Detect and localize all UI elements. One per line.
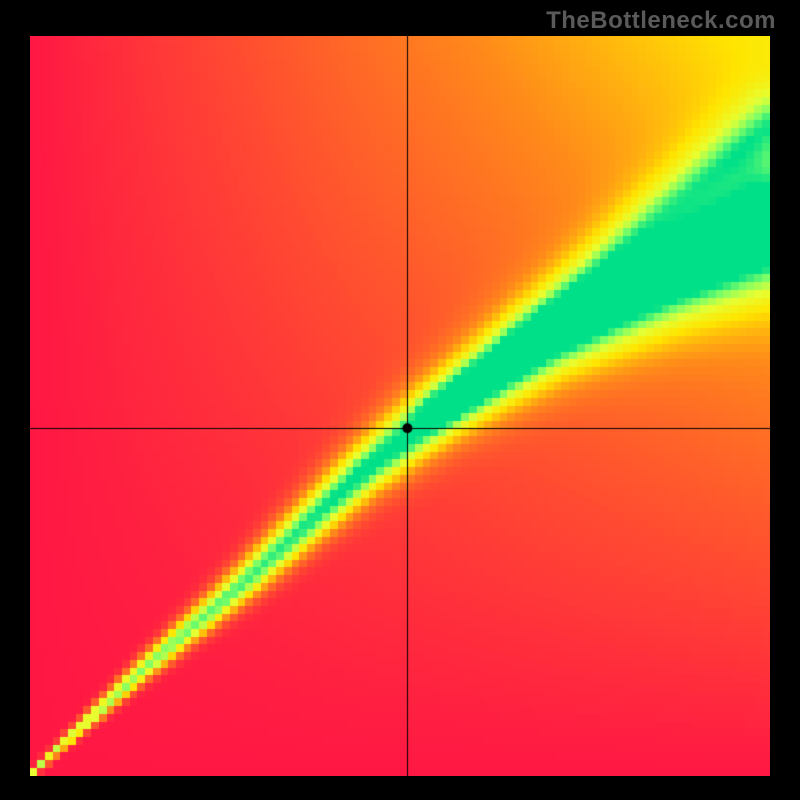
bottleneck-heatmap-figure: { "canvas": { "width_px": 800, "height_p… bbox=[0, 0, 800, 800]
watermark-label: TheBottleneck.com bbox=[546, 7, 776, 35]
heatmap-canvas bbox=[30, 36, 770, 776]
